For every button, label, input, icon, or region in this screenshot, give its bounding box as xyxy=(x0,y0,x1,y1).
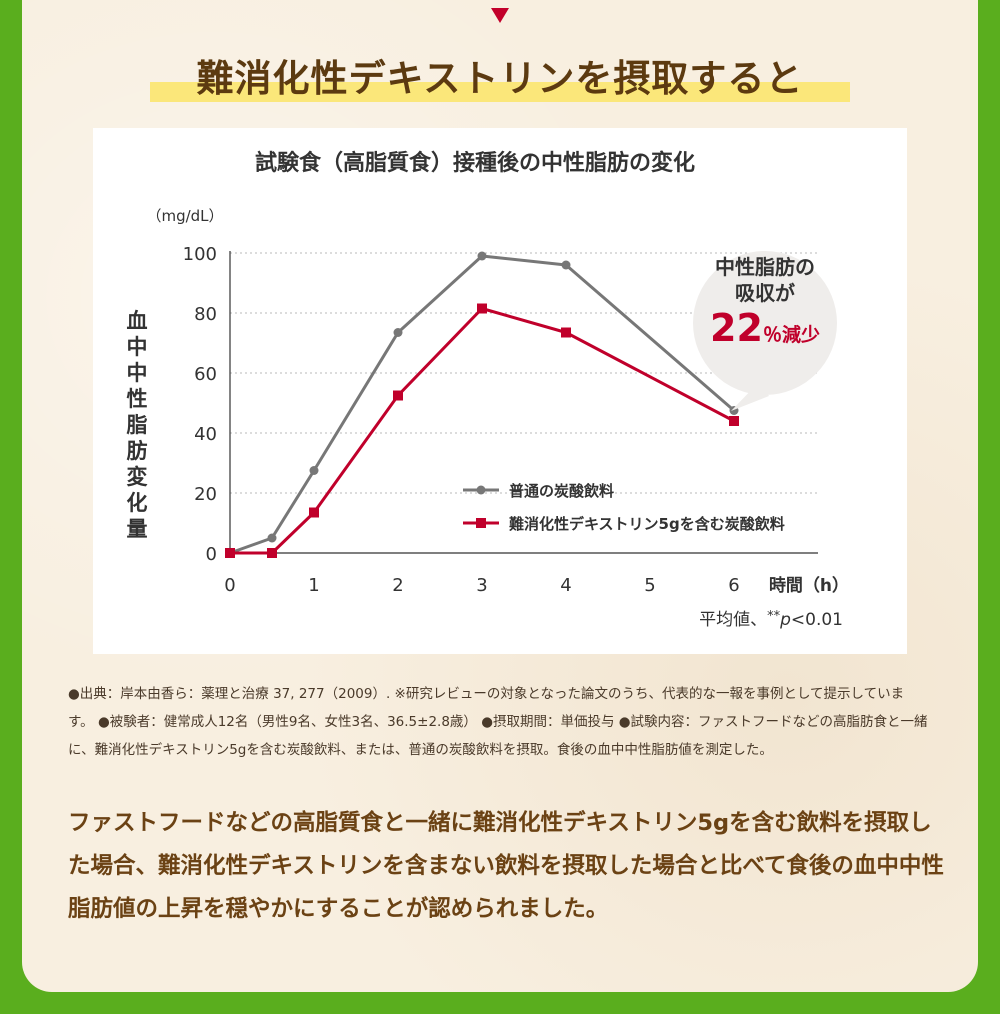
x-tick-label: 3 xyxy=(476,575,487,596)
y-tick-label: 80 xyxy=(194,304,217,325)
y-tick-label: 0 xyxy=(206,544,217,565)
data-point xyxy=(225,548,235,558)
y-axis-label-char: 中 xyxy=(127,335,148,359)
x-tick-label: 1 xyxy=(308,575,319,596)
callout-bubble: 中性脂肪の 吸収が 22％減少 xyxy=(693,251,837,411)
y-unit-label: （mg/dL） xyxy=(146,207,223,225)
callout-number: 22 xyxy=(710,306,763,350)
y-axis-label-char: 脂 xyxy=(127,413,148,437)
y-axis-label-char: 変 xyxy=(127,465,148,489)
callout-line1: 中性脂肪の xyxy=(715,255,815,279)
x-tick-labels: 0 1 2 3 4 5 6 xyxy=(224,575,739,596)
y-axis-label-char: 血 xyxy=(127,309,148,333)
y-tick-labels: 0 20 40 60 80 100 xyxy=(183,244,217,565)
legend-label: 普通の炭酸飲料 xyxy=(509,482,614,500)
x-tick-label: 6 xyxy=(728,575,739,596)
data-point xyxy=(561,327,571,338)
data-point xyxy=(477,251,487,261)
x-tick-label: 2 xyxy=(392,575,403,596)
chart-card: 試験食（高脂質食）接種後の中性脂肪の変化 （mg/dL） 血中中性脂肪変化量 0… xyxy=(93,128,907,654)
triglyceride-line-chart: 試験食（高脂質食）接種後の中性脂肪の変化 （mg/dL） 血中中性脂肪変化量 0… xyxy=(127,150,850,630)
note-suffix: <0.01 xyxy=(791,610,843,630)
y-axis-label-char: 肪 xyxy=(127,439,148,463)
data-point xyxy=(309,466,319,475)
y-tick-label: 40 xyxy=(194,424,217,445)
y-axis-label: 血中中性脂肪変化量 xyxy=(127,309,148,541)
significance-note: 平均値、**p<0.01 xyxy=(699,609,843,630)
chart-title: 試験食（高脂質食）接種後の中性脂肪の変化 xyxy=(255,150,695,176)
note-prefix: 平均値、 xyxy=(699,610,767,630)
data-point xyxy=(267,533,277,543)
y-tick-label: 100 xyxy=(183,244,217,265)
x-axis-label: 時間（h） xyxy=(769,575,849,596)
page-title: 難消化性デキストリンを摂取すると xyxy=(196,57,804,100)
heading-block: 難消化性デキストリンを摂取すると xyxy=(150,48,850,104)
data-point xyxy=(561,260,571,270)
y-axis-label-char: 化 xyxy=(127,491,148,515)
note-p: p xyxy=(779,610,791,630)
down-arrow-icon xyxy=(491,8,509,23)
series-line-1 xyxy=(229,254,735,555)
series-layer xyxy=(225,251,739,558)
y-tick-label: 20 xyxy=(194,484,217,505)
callout-value: 22％減少 xyxy=(710,306,820,350)
y-axis-label-char: 量 xyxy=(127,517,148,541)
data-point xyxy=(267,548,277,558)
footnote: ●出典：岸本由香ら：薬理と治療 37, 277（2009）. ※研究レビューの対… xyxy=(68,686,928,758)
data-point xyxy=(477,303,487,314)
data-point xyxy=(393,328,403,337)
data-point xyxy=(729,416,739,426)
heading-highlight xyxy=(150,82,850,102)
y-tick-label: 60 xyxy=(194,364,217,385)
callout-circle xyxy=(693,251,837,395)
y-axis-label-char: 中 xyxy=(127,361,148,385)
summary-text: ファストフードなどの高脂質食と一緒に難消化性デキストリン5gを含む飲料を摂取した… xyxy=(68,810,944,922)
data-point xyxy=(393,390,403,401)
data-point xyxy=(309,507,319,518)
note-stars: ** xyxy=(767,609,781,624)
legend-marker xyxy=(476,518,486,528)
legend-label: 難消化性デキストリン5gを含む炭酸飲料 xyxy=(509,515,785,533)
x-tick-label: 0 xyxy=(224,575,235,596)
x-tick-label: 5 xyxy=(644,575,655,596)
x-tick-label: 4 xyxy=(560,575,571,596)
callout-unit: ％減少 xyxy=(763,323,820,346)
callout-line2: 吸収が xyxy=(735,281,795,305)
legend-marker xyxy=(476,485,486,495)
y-axis-label-char: 性 xyxy=(127,387,148,411)
